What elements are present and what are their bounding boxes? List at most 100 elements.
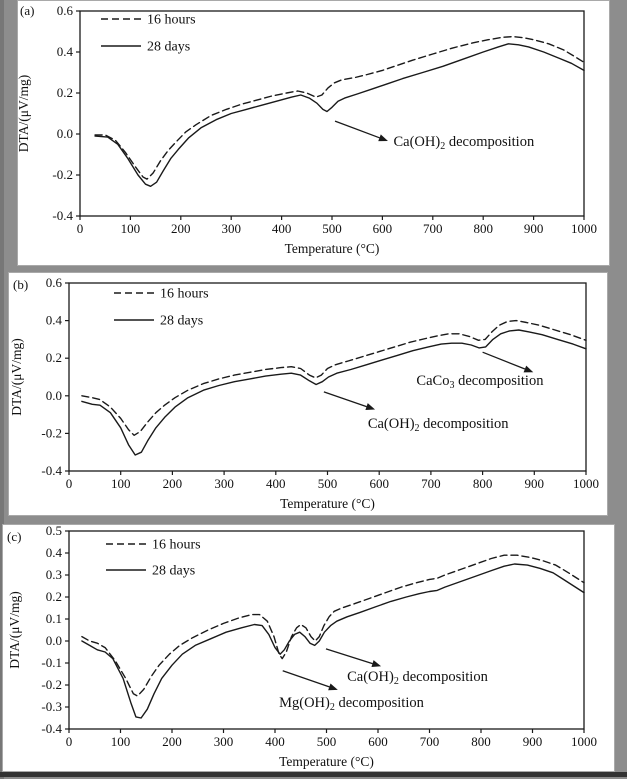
series-solid-line (81, 329, 587, 456)
x-tick-label: 100 (111, 476, 131, 491)
x-tick-label: 0 (66, 734, 73, 749)
annotation-arrow-line (482, 351, 526, 370)
panel-c: (c) 0 100 200 300 400 500 600 700 800 900 1000 0.5 0… (2, 524, 615, 772)
y-tick-label: 0.5 (46, 525, 62, 538)
annotation-arrow-line (323, 391, 367, 408)
x-tick-label: 0 (66, 476, 73, 491)
x-tick-label: 200 (163, 476, 183, 491)
y-tick-label: 0.3 (46, 567, 62, 582)
x-tick-label: 400 (272, 221, 292, 236)
x-tick-label: 700 (423, 221, 443, 236)
x-tick-label: 800 (471, 734, 491, 749)
annotation-arrow-line (282, 670, 330, 688)
y-tick-label: -0.3 (41, 699, 62, 714)
x-tick-label: 800 (473, 476, 493, 491)
x-tick-label: 700 (421, 476, 441, 491)
series-solid-line (94, 43, 585, 187)
chart-b-svg: 0 100 200 300 400 500 600 700 800 900 1000 0.6 0.4 0.… (9, 275, 599, 511)
series-dashed-line (81, 319, 587, 436)
y-axis-title: DTA/(μV/mg) (9, 338, 24, 415)
x-tick-label: 700 (420, 734, 440, 749)
y-tick-label: 0.4 (46, 545, 63, 560)
left-edge-strip (0, 0, 4, 779)
chart-c-svg: 0 100 200 300 400 500 600 700 800 900 1000 0.5 0.4 0.… (7, 525, 597, 769)
y-tick-label: -0.2 (41, 677, 62, 692)
y-tick-label: 0.6 (46, 275, 63, 290)
x-tick-label: 400 (266, 476, 286, 491)
chart-a-svg: 0 100 200 300 400 500 600 700 800 900 1000 0.6 0.4 0.… (18, 3, 597, 256)
legend-label: 28 days (147, 40, 190, 55)
annotation-arrow-line (334, 120, 380, 139)
legend-label: 28 days (152, 564, 195, 579)
y-tick-label: 0.1 (46, 611, 62, 626)
x-tick-label: 200 (162, 734, 182, 749)
x-tick-label: 500 (322, 221, 342, 236)
x-tick-label: 600 (373, 221, 393, 236)
panel-b: (b) 0 100 200 300 400 500 600 700 800 900 1000 0.6 0… (8, 272, 608, 516)
y-tick-label: 0.4 (46, 313, 63, 328)
series-dashed-line (81, 554, 585, 697)
y-tick-label: -0.1 (41, 655, 62, 670)
y-tick-label: 0.0 (57, 126, 73, 141)
y-tick-label: 0.2 (46, 589, 62, 604)
legend-label: 28 days (160, 314, 203, 329)
x-axis-title: Temperature (°C) (279, 754, 374, 769)
y-tick-label: -0.2 (41, 425, 62, 440)
annotation-text: Ca(OH)2 decomposition (368, 416, 509, 434)
x-tick-label: 1000 (573, 476, 599, 491)
y-axis-title: DTA/(μV/mg) (18, 75, 31, 152)
x-tick-label: 600 (369, 476, 389, 491)
annotation-arrow-head (523, 365, 534, 373)
annotation-arrow-line (325, 648, 373, 665)
x-tick-label: 100 (111, 734, 131, 749)
y-tick-label: 0.4 (57, 44, 74, 59)
bottom-divider-bar (0, 772, 627, 777)
y-tick-label: 0.2 (57, 85, 73, 100)
annotation-arrow-head (378, 134, 388, 142)
series-dashed-line (94, 35, 585, 180)
x-tick-label: 300 (214, 734, 234, 749)
panel-c-label: (c) (7, 529, 22, 544)
x-tick-label: 900 (525, 476, 545, 491)
x-tick-label: 300 (214, 476, 234, 491)
series-solid-line (81, 563, 585, 719)
x-tick-label: 500 (318, 476, 338, 491)
legend-label: 16 hours (147, 13, 196, 28)
y-axis-title: DTA/(μV/mg) (7, 591, 22, 668)
annotation-text: Ca(OH)2 decomposition (393, 134, 534, 152)
legend-label: 16 hours (160, 287, 209, 302)
x-tick-label: 0 (77, 221, 84, 236)
x-tick-label: 300 (221, 221, 241, 236)
panel-b-label: (b) (13, 277, 29, 292)
y-tick-label: 0.6 (57, 3, 74, 18)
y-tick-label: 0.0 (46, 388, 62, 403)
annotation-text: CaCo3 decomposition (416, 373, 544, 391)
y-tick-label: -0.4 (41, 463, 62, 478)
y-tick-label: -0.4 (52, 208, 73, 223)
panel-a-label: (a) (20, 3, 35, 18)
panel-a: (a) 0 100 200 300 400 500 600 700 800 900 1000 0.6 0… (17, 0, 610, 266)
annotation-arrow-head (328, 683, 338, 691)
x-axis-title: Temperature (°C) (280, 496, 375, 511)
x-axis-title: Temperature (°C) (285, 241, 380, 256)
x-tick-label: 600 (368, 734, 388, 749)
legend-label: 16 hours (152, 538, 201, 553)
annotation-text: Ca(OH)2 decomposition (347, 669, 488, 687)
annotation-text: Mg(OH)2 decomposition (279, 695, 425, 713)
annotation-arrow-head (371, 660, 382, 668)
y-tick-label: -0.2 (52, 167, 73, 182)
annotation-arrow-head (365, 403, 376, 410)
y-tick-label: 0.0 (46, 633, 62, 648)
y-tick-label: 0.2 (46, 350, 62, 365)
x-tick-label: 1000 (571, 734, 597, 749)
x-tick-label: 1000 (571, 221, 597, 236)
x-tick-label: 400 (265, 734, 285, 749)
x-tick-label: 800 (473, 221, 493, 236)
x-tick-label: 100 (121, 221, 141, 236)
x-tick-label: 900 (524, 221, 544, 236)
x-tick-label: 500 (317, 734, 337, 749)
x-tick-label: 200 (171, 221, 191, 236)
x-tick-label: 900 (523, 734, 543, 749)
y-tick-label: -0.4 (41, 721, 62, 736)
